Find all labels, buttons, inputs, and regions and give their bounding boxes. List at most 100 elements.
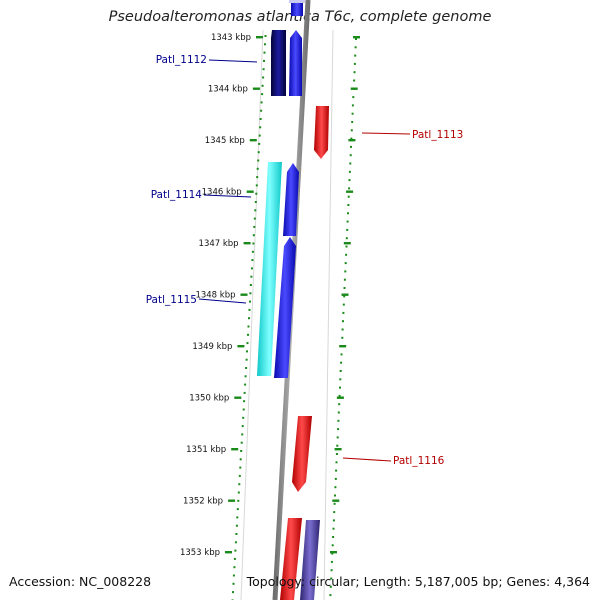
ruler-tick-minor xyxy=(245,367,248,369)
ruler-tick-minor xyxy=(250,267,253,270)
ruler-tick-minor xyxy=(255,192,258,195)
ruler-tick-minor xyxy=(329,594,332,597)
ruler-major-tick-left xyxy=(231,448,239,451)
ruler-tick-minor xyxy=(252,242,255,245)
kbp-label: 1351 kbp xyxy=(186,445,226,455)
ruler-tick-minor xyxy=(258,142,261,145)
ruler-tick-minor xyxy=(258,134,261,137)
ruler-tick-minor xyxy=(349,162,352,165)
kbp-label: 1349 kbp xyxy=(192,342,232,352)
ruler-tick-minor xyxy=(253,225,256,228)
ruler-tick-minor xyxy=(249,292,252,295)
kbp-label: 1348 kbp xyxy=(195,291,235,301)
ruler-tick-minor xyxy=(337,411,340,414)
ruler-tick-minor xyxy=(350,145,352,148)
ruler-tick-minor xyxy=(342,311,345,314)
gene-feature-lower-purple xyxy=(300,520,320,600)
ruler-tick-minor xyxy=(334,477,337,480)
ruler-tick-minor xyxy=(354,46,357,49)
gene-label: Patl_1116 xyxy=(393,455,445,467)
ruler-tick-minor xyxy=(261,84,264,87)
ruler-major-tick-right xyxy=(346,190,354,193)
ruler-major-tick-right xyxy=(343,242,351,245)
ruler-tick-minor xyxy=(245,358,248,361)
ruler-tick-minor xyxy=(260,101,263,104)
ruler-tick-minor xyxy=(236,508,239,511)
ruler-tick-minor xyxy=(350,129,353,132)
kbp-labels: 1343 kbp 1344 kbp 1345 kbp 1346 kbp 1347 kbp… xyxy=(180,33,360,558)
ruler-tick-minor xyxy=(329,585,332,588)
ruler-major-tick-left xyxy=(228,499,236,502)
ruler-tick-minor xyxy=(331,552,334,555)
ruler-major-tick-left xyxy=(246,190,254,193)
ruler-tick-minor xyxy=(260,109,263,112)
ruler-tick-minor xyxy=(234,541,237,544)
ruler-tick-minor xyxy=(249,300,251,303)
ruler-tick-minor xyxy=(336,444,339,447)
ruler-tick-minor xyxy=(264,35,267,37)
ruler-tick-minor xyxy=(336,436,339,439)
ruler-tick-minor xyxy=(332,536,335,538)
ruler-tick-minor xyxy=(351,112,354,115)
ruler-tick-minor xyxy=(335,461,338,464)
map-title: Pseudoalteromonas atlantica T6c, complet… xyxy=(108,9,492,25)
ruler-tick-minor xyxy=(341,328,344,331)
ruler-tick-minor xyxy=(262,68,265,71)
gene-label-leader xyxy=(361,132,411,135)
kbp-label: 1353 kbp xyxy=(180,548,220,558)
ruler-tick-minor xyxy=(331,544,334,547)
gene-label-leader xyxy=(208,59,258,63)
ruler-major-tick-right xyxy=(341,293,349,296)
ruler-major-tick-left xyxy=(256,36,263,39)
ruler-tick-minor xyxy=(263,51,266,54)
ruler-tick-minor xyxy=(240,450,243,452)
gene-label-leader xyxy=(198,298,247,304)
gene-labels: Patl_1112 Patl_1113 Patl_1114 Patl_1115 Patl… xyxy=(146,54,464,467)
accession-text: Accession: NC_008228 xyxy=(9,574,152,589)
ruler-tick-minor xyxy=(244,383,247,386)
ruler-tick-minor xyxy=(345,253,348,256)
ruler-tick-minor xyxy=(262,76,265,79)
ruler-major-tick-left xyxy=(243,242,251,245)
ruler-tick-minor xyxy=(264,43,266,46)
ruler-tick-minor xyxy=(345,237,348,240)
ruler-tick-minor xyxy=(236,516,239,519)
ruler-tick-minor xyxy=(353,62,356,65)
ruler-major-tick-left xyxy=(237,345,245,348)
ruler-tick-minor xyxy=(348,179,351,182)
ruler-major-tick-right xyxy=(334,448,342,451)
ruler-tick-minor xyxy=(241,433,244,436)
ruler-tick-minor xyxy=(355,38,357,40)
ruler-tick-minor xyxy=(330,560,333,563)
gene-patl-1112-blue xyxy=(289,30,302,96)
gene-label-leader xyxy=(342,457,392,462)
ruler-tick-minor xyxy=(257,159,260,162)
ruler-tick-minor xyxy=(348,170,351,173)
ruler-tick-minor xyxy=(349,154,352,157)
ruler-tick-minor xyxy=(347,212,349,215)
ruler-tick-minor xyxy=(246,342,249,345)
ruler-tick-minor xyxy=(330,569,333,572)
ruler-ticks-right xyxy=(329,38,357,597)
kbp-label: 1343 kbp xyxy=(211,33,251,43)
ruler-tick-minor xyxy=(253,217,256,220)
ruler-tick-minor xyxy=(248,308,251,311)
gene-feature-top-continuation xyxy=(291,0,303,16)
ruler-tick-minor xyxy=(250,275,253,278)
ruler-tick-minor xyxy=(353,79,356,82)
ruler-tick-minor xyxy=(340,361,343,364)
ruler-tick-minor xyxy=(346,220,349,223)
ruler-tick-minor xyxy=(242,416,245,419)
ruler-major-tick-right xyxy=(332,499,340,502)
ruler-tick-minor xyxy=(330,577,333,580)
ruler-tick-minor xyxy=(247,333,249,336)
ruler-tick-minor xyxy=(342,320,344,323)
ruler-tick-minor xyxy=(238,474,241,477)
gene-patl-1115-blue xyxy=(274,237,296,378)
ruler-tick-minor xyxy=(348,187,351,190)
gene-patl-1112-dark xyxy=(271,30,286,96)
ruler-tick-minor xyxy=(338,394,341,397)
ruler-tick-minor xyxy=(347,204,350,206)
ruler-major-tick-left xyxy=(240,293,248,296)
ruler-tick-minor xyxy=(259,126,262,129)
